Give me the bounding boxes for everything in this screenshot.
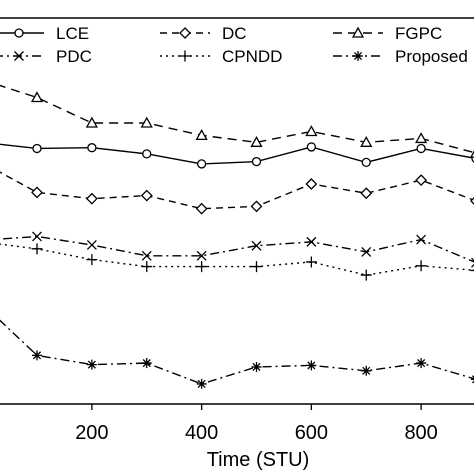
data-point-cpndd [251,261,262,273]
data-point-lce [416,143,426,154]
data-point-cpndd [415,260,427,272]
legend-label: FGPC [395,24,442,43]
series-proposed [0,319,474,389]
legend-marker-lce [14,28,24,38]
data-point-pdc [306,236,317,247]
data-point-fgpc [305,125,318,137]
legend-marker-proposed [353,51,363,61]
series-dc [0,171,474,215]
series-line-cpndd [0,243,474,276]
series-line-lce [0,143,474,165]
data-point-fgpc [360,135,373,147]
x-axis-title: Time (STU) [207,449,310,471]
data-point-cpndd [31,243,43,255]
data-point-proposed [251,361,262,372]
data-point-cpndd [305,256,317,268]
data-point-dc [31,186,43,199]
data-point-proposed [361,365,372,376]
legend-item-lce: LCE [0,24,89,43]
data-point-fgpc [415,132,428,144]
legend-marker-pdc [14,51,24,61]
data-point-lce [361,157,371,168]
x-tick-label: 200 [75,422,108,444]
data-point-pdc [361,246,372,257]
data-point-lce [306,142,317,152]
legend-item-proposed: Proposed [333,47,468,66]
x-tick-label: 400 [185,422,218,444]
data-point-fgpc [140,116,153,128]
data-point-pdc [416,234,427,245]
data-point-proposed [86,359,97,370]
data-point-dc [195,202,208,215]
data-point-cpndd [141,261,153,273]
data-point-cpndd [470,269,474,272]
legend-label: Proposed [395,47,468,66]
data-point-fgpc [250,135,263,147]
legend-label: LCE [56,24,89,43]
data-point-dc [305,178,318,190]
x-tick-label: 800 [404,422,437,444]
x-tick-label: 600 [295,422,328,444]
data-point-proposed [306,360,317,371]
data-point-dc [415,174,428,187]
data-point-fgpc [85,116,98,128]
data-point-dc [470,197,474,205]
series-line-fgpc [0,84,474,154]
data-point-pdc [141,250,152,261]
data-point-proposed [416,358,427,369]
data-point-fgpc [195,129,208,140]
series-fgpc [0,84,474,158]
data-point-pdc [251,240,262,251]
data-point-lce [32,143,42,154]
legend-marker-dc [179,27,191,39]
legend-item-dc: DC [160,24,247,43]
plot-frame [0,17,474,405]
legend-label: CPNDD [222,47,282,66]
legend-item-pdc: PDC [0,47,92,66]
data-point-dc [140,189,153,202]
data-point-lce [196,159,207,169]
data-point-pdc [32,231,42,242]
series-pdc [0,231,474,268]
data-point-proposed [141,358,152,369]
data-point-cpndd [196,261,208,273]
data-point-proposed [196,378,207,389]
data-point-cpndd [360,269,372,281]
data-point-lce [87,143,97,153]
legend-label: DC [222,24,247,43]
data-point-fgpc [30,91,44,103]
data-point-lce [251,156,262,167]
data-point-pdc [471,257,474,268]
data-point-dc [85,192,98,205]
legend-marker-cpndd [179,50,191,62]
data-point-dc [360,187,373,200]
legend-item-fgpc: FGPC [333,24,442,43]
series-line-pdc [0,235,474,263]
series-cpndd [0,243,474,281]
legend-label: PDC [56,47,92,66]
data-point-proposed [32,350,42,361]
series-line-proposed [0,319,474,385]
data-point-pdc [196,250,207,261]
data-point-cpndd [86,254,98,266]
legend-item-cpndd: CPNDD [160,47,282,66]
data-point-pdc [86,240,97,250]
series-line-dc [0,171,474,210]
data-point-lce [142,149,152,159]
data-point-dc [250,200,263,213]
series-lce [0,142,474,169]
legend-marker-fgpc [351,26,365,38]
